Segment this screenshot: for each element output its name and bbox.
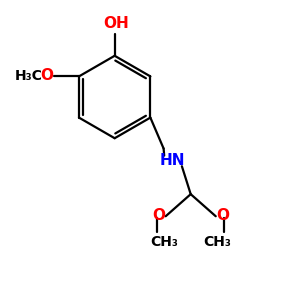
Text: H₃C: H₃C <box>15 69 43 83</box>
Text: CH₃: CH₃ <box>203 236 231 249</box>
Text: O: O <box>152 208 165 223</box>
Text: O: O <box>40 68 53 83</box>
Text: OH: OH <box>103 16 129 31</box>
Text: CH₃: CH₃ <box>150 236 178 249</box>
Text: O: O <box>216 208 229 223</box>
Text: HN: HN <box>160 153 185 168</box>
